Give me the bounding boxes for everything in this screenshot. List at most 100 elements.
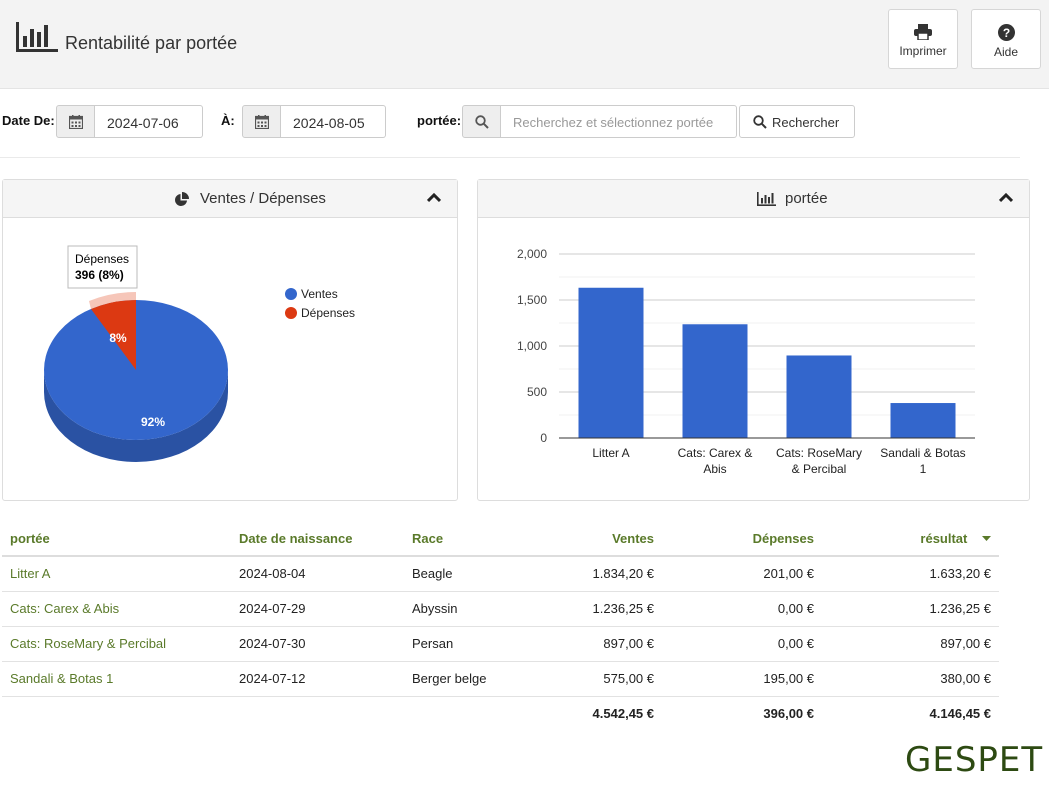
tooltip-value: 396 (8%) [75, 268, 124, 282]
cell-empty [231, 696, 404, 731]
y-tick-label: 0 [540, 431, 547, 445]
pie-label-sales: 92% [141, 415, 165, 429]
search-button-label: Rechercher [772, 115, 840, 130]
legend-label-sales: Ventes [301, 287, 338, 301]
date-to-label: À: [221, 113, 235, 128]
pie-tooltip: Dépenses 396 (8%) [67, 245, 138, 289]
chevron-up-icon[interactable] [427, 193, 441, 203]
filter-bar: Date De: 2024-07-06 À: 2024-08-05 portée… [0, 104, 1049, 140]
panel-header[interactable]: Ventes / Dépenses [3, 180, 457, 218]
y-tick-label: 1,500 [517, 293, 547, 307]
pie-slice-highlight [89, 291, 136, 309]
cell-litter[interactable]: Cats: Carex & Abis [2, 591, 231, 627]
pie-slice-expenses[interactable] [91, 300, 136, 370]
calendar-icon [69, 115, 83, 129]
bar-chart-icon [16, 22, 58, 52]
pie-legend: Ventes Dépenses [285, 287, 355, 320]
x-tick-label: Cats: Carex & [678, 446, 753, 460]
sort-desc-icon[interactable] [982, 536, 991, 542]
total-expenses: 396,00 € [763, 706, 814, 722]
bar[interactable] [890, 403, 956, 438]
help-button[interactable]: ? Aide [971, 9, 1041, 69]
date-from-addon[interactable] [56, 105, 95, 138]
tooltip-label: Dépenses [75, 252, 129, 266]
x-tick-label: Abis [703, 462, 726, 476]
total-result: 4.146,45 € [929, 706, 991, 722]
bar-chart-icon [757, 192, 776, 206]
cell-expenses: 195,00 € [662, 661, 822, 697]
cell-breed: Beagle [404, 556, 554, 592]
cell-sales: 1.236,25 € [554, 591, 662, 627]
col-header-breed[interactable]: Race [404, 521, 554, 557]
date-from-label: Date De: [2, 113, 55, 128]
x-tick-label: Cats: RoseMary [776, 446, 862, 460]
litter-bar-panel: portée 0 500 1,000 1,500 2,000 Litter A Cats: … [477, 179, 1030, 501]
print-button[interactable]: Imprimer [888, 9, 958, 69]
cell-birth-date: 2024-08-04 [231, 556, 404, 592]
profitability-table: portée Date de naissance Race Ventes Dép… [2, 521, 999, 731]
question-circle-icon: ? [997, 24, 1015, 41]
table-header-row: portée Date de naissance Race Ventes Dép… [2, 521, 999, 557]
bar[interactable] [578, 287, 644, 438]
cell-sales: 897,00 € [554, 626, 662, 662]
legend-label-expenses: Dépenses [301, 306, 355, 320]
print-label: Imprimer [899, 44, 947, 58]
chevron-up-icon[interactable] [999, 193, 1013, 203]
cell-litter[interactable]: Litter A [2, 556, 231, 592]
page-header: Rentabilité par portée Imprimer ? Aide [0, 0, 1049, 89]
pie-chart-icon [175, 192, 189, 206]
panel-header[interactable]: portée [478, 180, 1029, 218]
cell-breed: Berger belge [404, 661, 554, 697]
col-header-result[interactable]: résultat [822, 521, 999, 557]
date-from-input[interactable]: 2024-07-06 [95, 105, 203, 138]
table-row[interactable]: Sandali & Botas 1 2024-07-12 Berger belge 5… [2, 661, 999, 697]
cell-expenses: 201,00 € [662, 556, 822, 592]
panel-title: Ventes / Dépenses [200, 190, 326, 207]
cell-birth-date: 2024-07-29 [231, 591, 404, 627]
search-icon [475, 115, 489, 129]
col-header-litter[interactable]: portée [2, 521, 231, 557]
cell-litter[interactable]: Cats: RoseMary & Percibal [2, 626, 231, 662]
cell-litter[interactable]: Sandali & Botas 1 [2, 661, 231, 697]
cell-empty [404, 696, 554, 731]
x-tick-label: 1 [920, 462, 927, 476]
cell-expenses: 0,00 € [662, 626, 822, 662]
table-row[interactable]: Litter A 2024-08-04 Beagle 1.834,20 €201,00… [2, 556, 999, 592]
col-header-expenses[interactable]: Dépenses [662, 521, 822, 557]
calendar-icon [255, 115, 269, 129]
panel-title: portée [785, 190, 828, 207]
brand-logo: GESPET [905, 740, 1044, 780]
bar[interactable] [786, 355, 852, 438]
y-tick-label: 500 [527, 385, 547, 399]
legend-swatch-sales [285, 288, 297, 300]
search-icon [753, 115, 767, 129]
bar-chart: 0 500 1,000 1,500 2,000 Litter A Cats: Carex &… [517, 247, 975, 476]
pie-chart: 92% 8% Dépenses 396 (8%) Ventes Dépenses [44, 245, 355, 462]
total-sales: 4.542,45 € [592, 706, 654, 722]
printer-icon [914, 24, 932, 40]
pie-side-sales [44, 370, 228, 462]
litter-search-addon[interactable] [462, 105, 501, 138]
x-tick-label: & Percibal [792, 462, 847, 476]
table-row[interactable]: Cats: RoseMary & Percibal 2024-07-30 Persa… [2, 626, 999, 662]
table-row[interactable]: Cats: Carex & Abis 2024-07-29 Abyssin 1.236… [2, 591, 999, 627]
col-header-birth-date[interactable]: Date de naissance [231, 521, 404, 557]
cell-breed: Persan [404, 626, 554, 662]
bar[interactable] [682, 324, 748, 438]
cell-birth-date: 2024-07-30 [231, 626, 404, 662]
x-tick-label: Litter A [592, 446, 629, 460]
cell-result: 380,00 € [822, 661, 999, 697]
page-title: Rentabilité par portée [65, 33, 238, 53]
search-button[interactable]: Rechercher [739, 105, 855, 138]
col-header-sales[interactable]: Ventes [554, 521, 662, 557]
divider [0, 157, 1020, 158]
y-tick-label: 2,000 [517, 247, 547, 261]
date-to-addon[interactable] [242, 105, 281, 138]
date-to-input[interactable]: 2024-08-05 [281, 105, 386, 138]
svg-text:?: ? [1002, 26, 1009, 40]
cell-expenses: 0,00 € [662, 591, 822, 627]
litter-search-input[interactable]: Recherchez et sélectionnez portée [501, 105, 737, 138]
litter-label: portée: [417, 113, 462, 128]
cell-breed: Abyssin [404, 591, 554, 627]
help-label: Aide [993, 45, 1019, 59]
